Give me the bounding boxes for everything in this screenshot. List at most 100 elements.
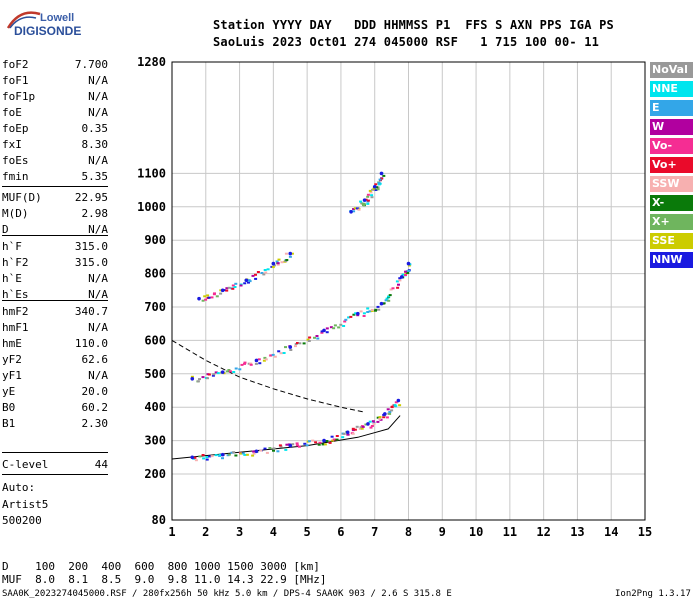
trace-point bbox=[190, 377, 195, 381]
param-name: fmin bbox=[2, 170, 29, 183]
trace-mark bbox=[203, 295, 207, 298]
trace-mark bbox=[228, 370, 232, 373]
trace-mark bbox=[321, 443, 325, 446]
trace-mark bbox=[257, 358, 261, 361]
trace-mark bbox=[354, 312, 358, 315]
param-row-clevel: C-level 44 bbox=[2, 458, 108, 473]
logo-text-lowell: Lowell bbox=[40, 12, 75, 24]
trace-mark bbox=[216, 372, 220, 375]
trace-mark bbox=[214, 371, 218, 374]
param-value: N/A bbox=[88, 223, 108, 236]
trace-mark bbox=[376, 420, 380, 423]
trace-mark bbox=[227, 286, 231, 289]
trace-mark bbox=[341, 436, 345, 439]
trace-mark bbox=[376, 416, 380, 419]
trace-mark bbox=[320, 331, 324, 334]
trace-mark bbox=[360, 427, 364, 430]
trace-mark bbox=[194, 459, 198, 462]
param-row-he: h`E N/A bbox=[2, 272, 108, 287]
y-tick-label: 1280 bbox=[137, 55, 166, 69]
param-row-fmin: fmin 5.35 bbox=[2, 170, 108, 185]
trace-mark bbox=[263, 447, 267, 450]
trace-mark bbox=[382, 416, 386, 419]
trace-mark bbox=[279, 352, 283, 355]
trace-mark bbox=[288, 255, 292, 258]
param-name: foF2 bbox=[2, 58, 29, 71]
param-name: hmF2 bbox=[2, 305, 29, 318]
trace-point bbox=[271, 261, 276, 266]
param-value: 315.0 bbox=[74, 256, 108, 269]
trace-mark bbox=[251, 274, 255, 277]
trace-point bbox=[220, 288, 225, 293]
trace-mark bbox=[407, 270, 411, 272]
trace-mark bbox=[264, 358, 268, 361]
trace-mark bbox=[370, 425, 374, 427]
trace-mark bbox=[198, 378, 201, 381]
trace-mark bbox=[366, 195, 370, 198]
auto-code: 500200 bbox=[2, 514, 42, 527]
param-value: N/A bbox=[88, 288, 108, 301]
trace-mark bbox=[212, 293, 216, 296]
trace-mark bbox=[202, 457, 206, 460]
param-value: N/A bbox=[88, 106, 108, 119]
trace-mark bbox=[198, 455, 202, 458]
param-name: hmF1 bbox=[2, 321, 29, 334]
trace-mark bbox=[368, 310, 372, 313]
trace-mark bbox=[245, 453, 249, 456]
param-row-foes: foEs N/A bbox=[2, 154, 108, 169]
trace-mark bbox=[378, 416, 382, 419]
param-name: foEs bbox=[2, 154, 29, 167]
trace-mark bbox=[231, 287, 235, 290]
trace-mark bbox=[394, 405, 398, 408]
param-row-hf: h`F 315.0 bbox=[2, 240, 108, 255]
trace-mark bbox=[296, 342, 299, 344]
trace-point bbox=[322, 438, 326, 443]
trace-mark bbox=[277, 350, 281, 353]
trace-mark bbox=[361, 425, 365, 428]
param-row-hf2: h`F2 315.0 bbox=[2, 256, 108, 271]
trace-mark bbox=[325, 331, 329, 334]
trace-mark bbox=[307, 440, 311, 443]
trace-mark bbox=[398, 277, 402, 280]
trace-mark bbox=[282, 352, 286, 354]
trace-mark bbox=[328, 441, 332, 444]
trace-point bbox=[366, 422, 370, 426]
distance-row: D 100 200 400 600 800 1000 1500 3000 [km… bbox=[2, 560, 320, 573]
trace-mark bbox=[366, 202, 370, 205]
trace-mark bbox=[231, 284, 235, 287]
trace-mark bbox=[218, 454, 222, 456]
trace-mark bbox=[233, 286, 237, 288]
trace-mark bbox=[219, 289, 223, 292]
trace-mark bbox=[239, 452, 243, 455]
trace-mark bbox=[193, 456, 197, 459]
trace-mark bbox=[206, 294, 210, 297]
trace-mark bbox=[385, 297, 389, 300]
trace-mark bbox=[352, 208, 356, 210]
trace-mark bbox=[230, 451, 234, 454]
trace-mark bbox=[339, 323, 343, 326]
trace-mark bbox=[347, 316, 351, 319]
param-name: yE bbox=[2, 385, 16, 398]
param-row-ye: yE 20.0 bbox=[2, 385, 108, 400]
param-value: N/A bbox=[88, 90, 108, 103]
legend-item-e: E bbox=[650, 100, 693, 116]
param-name: fxI bbox=[2, 138, 22, 151]
trace-mark bbox=[279, 445, 283, 448]
trace-mark bbox=[243, 361, 247, 364]
trace-mark bbox=[265, 451, 269, 454]
trace-mark bbox=[284, 252, 288, 255]
trace-mark bbox=[285, 259, 289, 261]
trace-mark bbox=[320, 330, 324, 333]
param-name: M(D) bbox=[2, 207, 29, 220]
trace-mark bbox=[240, 363, 244, 366]
trace-mark bbox=[332, 327, 336, 330]
trace-mark bbox=[318, 441, 322, 444]
trace-point bbox=[254, 358, 259, 363]
param-name: MUF(D) bbox=[2, 191, 42, 204]
legend-item-noval: NoVal bbox=[650, 62, 693, 78]
trace-mark bbox=[269, 354, 273, 357]
trace-mark bbox=[254, 277, 258, 280]
panel-divider bbox=[2, 474, 108, 475]
param-value: N/A bbox=[88, 321, 108, 334]
param-value: 315.0 bbox=[74, 240, 108, 253]
